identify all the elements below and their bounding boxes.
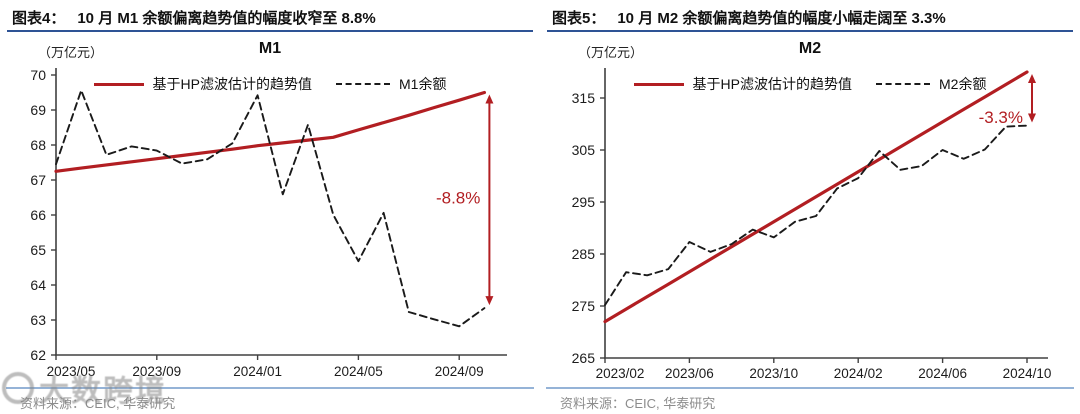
chart-legend: 基于HP滤波估计的趋势值 M1余额 [0,74,540,94]
y-tick-label: 275 [572,298,596,314]
x-tick-label: 2024/05 [334,364,383,379]
trend-legend-label: 基于HP滤波估计的趋势值 [692,76,852,92]
y-tick-label: 64 [30,277,46,293]
y-axis-unit-label: （万亿元） [578,45,644,60]
source-note: 资料来源：CEIC, 华泰研究 [560,396,716,411]
y-tick-label: 63 [30,312,46,328]
x-tick-label: 2023/10 [749,366,798,381]
y-axis-unit-label: （万亿元） [38,45,104,60]
trend-line-swatch [633,82,684,86]
chart-title: M2 [798,40,822,57]
arrowhead-up-icon [1028,74,1036,83]
x-tick-label: 2023/02 [596,366,645,381]
arrowhead-down-icon [1028,113,1036,123]
balance-line-swatch [336,83,390,85]
y-tick-label: 65 [30,242,46,258]
source-divider [546,387,1074,389]
figure-title: 10 月 M2 余额偏离趋势值的幅度小幅走阔至 3.3% [617,10,946,27]
figure-m1: 图表4： 10 月 M1 余额偏离趋势值的幅度收窄至 8.8% （万亿元） M1 … [0,7,540,411]
trend-line [54,90,486,173]
gap-annotation-label: -8.8% [436,189,480,208]
x-tick-label: 2023/09 [132,364,181,379]
x-tick-label: 2023/05 [47,364,96,379]
x-tick-label: 2024/01 [233,364,282,379]
trend-line-swatch [93,82,144,86]
chart-legend: 基于HP滤波估计的趋势值 M2余额 [540,74,1080,94]
arrowhead-down-icon [485,296,494,306]
y-tick-label: 66 [30,207,46,223]
balance-legend-label: M1余额 [399,76,447,92]
y-tick-label: 62 [30,347,46,363]
figure-header: 图表4： 10 月 M1 余额偏离趋势值的幅度收窄至 8.8% [12,7,532,28]
figure-title: 10 月 M1 余额偏离趋势值的幅度收窄至 8.8% [77,10,376,27]
y-tick-label: 315 [572,90,596,106]
m2-line-chart: 265 275 285 295 305 315 2023/02 2023/06 2023/10 2… [572,68,1052,381]
title-underline [547,30,1073,32]
y-tick-label: 68 [30,137,46,153]
arrowhead-up-icon [485,94,494,104]
title-underline [7,30,533,32]
x-tick-label: 2024/06 [918,366,967,381]
x-tick-label: 2024/02 [834,366,883,381]
y-tick-label: 70 [30,67,46,83]
trend-line [603,70,1029,324]
x-tick-label: 2024/10 [1003,366,1052,381]
figure-number-label: 图表5： [552,10,606,27]
figure-m2: 图表5： 10 月 M2 余额偏离趋势值的幅度小幅走阔至 3.3% （万亿元） M… [540,0,1080,414]
source-note: 资料来源：CEIC, 华泰研究 [20,396,176,411]
balance-legend-label: M2余额 [939,76,987,92]
m1-line-chart: 62 63 64 65 66 67 68 69 70 2023/05 2023/09 2024/01 2… [30,67,507,379]
balance-line [604,124,1028,306]
y-tick-label: 69 [30,102,46,118]
y-tick-label: 285 [572,246,596,262]
y-tick-label: 265 [572,350,596,366]
balance-line [55,89,486,328]
trend-legend-label: 基于HP滤波估计的趋势值 [152,76,312,92]
x-tick-label: 2024/09 [435,364,484,379]
y-tick-label: 67 [30,172,46,188]
gap-annotation-label: -3.3% [979,108,1023,127]
y-tick-label: 295 [572,194,596,210]
figure-number-label: 图表4： [12,10,66,27]
balance-line-swatch [876,83,930,85]
y-tick-label: 305 [572,142,596,158]
x-tick-label: 2023/06 [665,366,714,381]
chart-title: M1 [258,40,282,57]
source-divider [6,387,534,389]
figure-header: 图表5： 10 月 M2 余额偏离趋势值的幅度小幅走阔至 3.3% [552,7,1072,28]
